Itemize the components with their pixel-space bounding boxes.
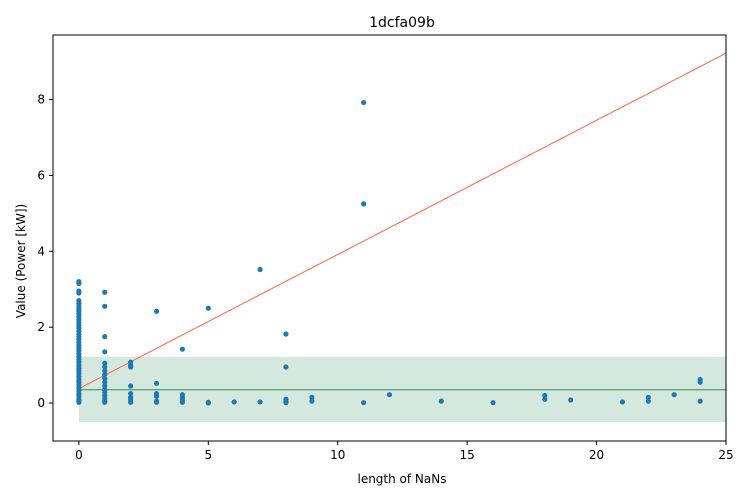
data-point — [128, 364, 134, 370]
data-point — [231, 399, 237, 405]
data-point — [490, 400, 496, 406]
data-point — [102, 379, 108, 385]
data-point — [205, 305, 211, 311]
data-point — [283, 364, 289, 370]
data-point — [153, 399, 160, 405]
plot-frame — [52, 34, 727, 442]
y-tick-label: 4 — [37, 244, 45, 258]
y-tick-label: 0 — [37, 396, 45, 410]
data-point — [102, 289, 108, 295]
data-point — [283, 331, 289, 337]
data-point — [361, 201, 367, 207]
data-point — [153, 393, 160, 399]
data-point — [153, 380, 160, 386]
y-tick-label: 2 — [37, 320, 45, 334]
data-point — [128, 399, 134, 405]
data-point — [438, 398, 444, 404]
data-point — [76, 280, 82, 287]
data-point — [76, 399, 82, 405]
data-point — [102, 383, 108, 389]
data-point — [361, 99, 367, 106]
data-point — [128, 383, 134, 389]
data-point — [309, 398, 315, 404]
data-point — [128, 390, 134, 397]
data-point — [697, 398, 703, 404]
data-point — [568, 397, 574, 403]
y-axis-label: Value (Power [kW]) — [14, 204, 28, 318]
chart-title: 1dcfa09b — [369, 15, 435, 31]
data-point — [257, 399, 263, 405]
data-point — [361, 400, 367, 406]
data-point — [102, 364, 108, 370]
data-point — [645, 398, 651, 404]
data-point — [102, 368, 108, 374]
x-tick-label: 0 — [75, 448, 83, 462]
y-tick-label: 6 — [37, 168, 45, 182]
data-point — [102, 371, 108, 378]
data-point — [179, 399, 186, 405]
x-tick-label: 25 — [718, 448, 733, 462]
data-point — [645, 394, 651, 400]
x-tick-label: 10 — [330, 448, 345, 462]
data-point — [179, 346, 186, 352]
data-point — [102, 375, 108, 381]
data-point — [76, 290, 82, 296]
data-point — [102, 303, 108, 309]
plot-area: 0 5 10 15 20 25 0 2 4 6 8 — [37, 34, 734, 462]
data-point — [619, 399, 626, 405]
data-point — [697, 379, 703, 385]
data-point — [542, 396, 548, 402]
data-point — [283, 400, 289, 406]
data-point — [153, 308, 160, 314]
x-tick-label: 15 — [460, 448, 475, 462]
data-point — [205, 400, 211, 406]
data-point — [102, 399, 108, 405]
data-point — [386, 392, 393, 398]
data-point — [102, 334, 108, 340]
x-tick-label: 5 — [204, 448, 212, 462]
x-tick-label: 20 — [589, 448, 604, 462]
data-point — [257, 266, 263, 273]
data-point — [102, 349, 108, 355]
data-point — [671, 392, 677, 398]
data-point — [542, 392, 548, 399]
x-axis-label: length of NaNs — [357, 472, 446, 486]
y-tick-label: 8 — [37, 93, 45, 107]
data-point — [102, 360, 108, 366]
trend-line — [78, 52, 727, 390]
data-point — [309, 394, 315, 400]
